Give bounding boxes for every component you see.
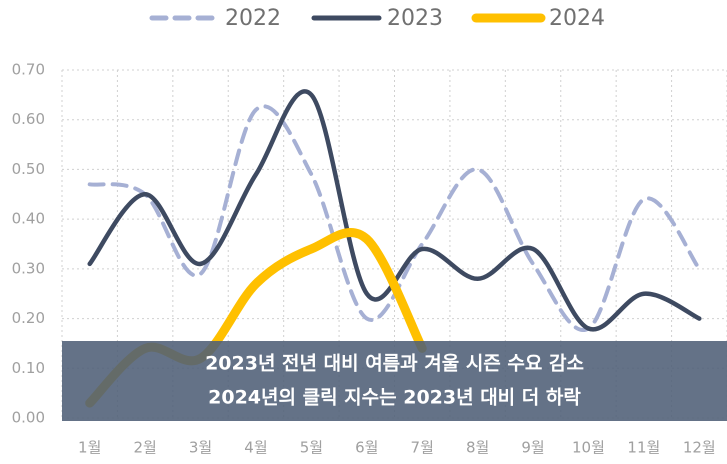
x-tick-label: 9월	[521, 439, 544, 457]
x-tick-label: 7월	[411, 439, 434, 457]
legend-label: 2023	[387, 6, 443, 31]
series-line	[87, 89, 702, 332]
y-tick-label: 0.60	[12, 110, 45, 128]
y-tick-label: 0.20	[12, 309, 45, 327]
annotation-text: 2024년의 클릭 지수는 2023년 대비 더 하락	[208, 387, 581, 409]
legend-label: 2024	[549, 6, 605, 31]
series-line	[87, 104, 702, 332]
y-tick-label: 0.10	[12, 359, 45, 377]
x-tick-label: 10월	[572, 439, 605, 457]
y-tick-label: 0.40	[12, 210, 45, 228]
x-tick-label: 8월	[466, 439, 489, 457]
x-tick-label: 2월	[133, 439, 156, 457]
x-tick-label: 3월	[189, 439, 212, 457]
x-tick-label: 1월	[78, 439, 101, 457]
y-tick-label: 0.70	[12, 61, 45, 79]
x-tick-label: 5월	[300, 439, 323, 457]
x-tick-label: 11월	[627, 439, 660, 457]
x-tick-label: 4월	[244, 439, 267, 457]
annotation-text: 2023년 전년 대비 여름과 겨울 시즌 수요 감소	[205, 353, 584, 375]
legend-label: 2022	[225, 6, 281, 31]
x-tick-label: 6월	[355, 439, 378, 457]
y-tick-label: 0.00	[12, 409, 45, 427]
x-tick-label: 12월	[683, 439, 716, 457]
y-tick-label: 0.50	[12, 160, 45, 178]
y-tick-label: 0.30	[12, 259, 45, 277]
annotation-banner	[62, 341, 727, 421]
